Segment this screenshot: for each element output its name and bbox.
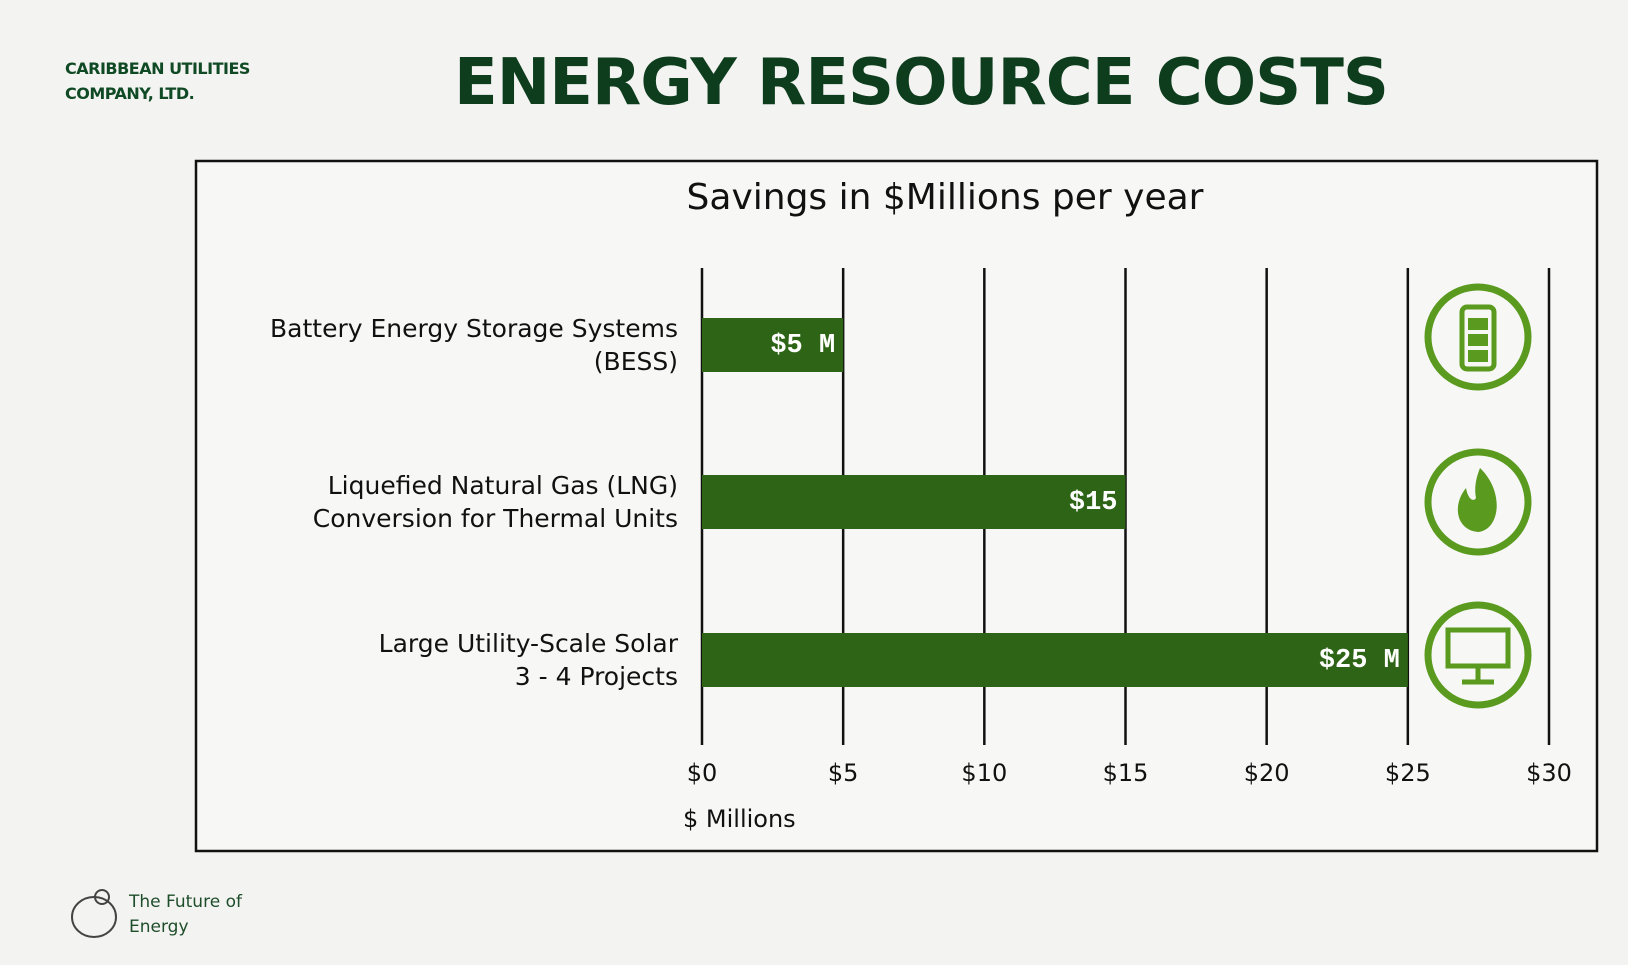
- company-name: CARIBBEAN UTILITIES COMPANY, LTD.: [65, 59, 250, 103]
- logo-shape: [94, 889, 110, 905]
- plot: $0 $5 $10 $15 $20 $25 $30 $5 M $15 $25 M: [687, 268, 1572, 787]
- value-label: $15: [1069, 488, 1118, 518]
- footer-tagline: The Future of Energy: [129, 892, 242, 937]
- value-label: $25 M: [1319, 646, 1400, 676]
- bar: [702, 318, 844, 372]
- x-axis-label: $ Millions: [683, 805, 796, 833]
- logo: [71, 889, 117, 938]
- bar: [702, 475, 1126, 529]
- category-label: Liquefied Natural Gas (LNG) Conversion f…: [312, 471, 678, 533]
- battery-cell: [1468, 318, 1488, 330]
- icons: [1424, 283, 1532, 709]
- logo-shape: [71, 896, 117, 938]
- x-tick-label: $25: [1385, 759, 1431, 787]
- x-tick-label: $30: [1526, 759, 1572, 787]
- chart-title: Savings in $Millions per year: [687, 177, 1204, 218]
- value-label: $5 M: [770, 331, 835, 361]
- icon-fill: [1457, 318, 1497, 532]
- flame-icon: [1424, 448, 1532, 556]
- x-tick-label: $20: [1244, 759, 1290, 787]
- x-tick-label: $10: [961, 759, 1007, 787]
- x-tick-label: $15: [1103, 759, 1149, 787]
- category-label: Battery Energy Storage Systems (BESS): [270, 314, 678, 376]
- battery-cell: [1468, 350, 1488, 362]
- flame: [1457, 468, 1497, 532]
- x-tick-label: $0: [687, 759, 718, 787]
- battery-icon: [1424, 283, 1532, 391]
- battery-icon: [1459, 304, 1497, 372]
- category-label: Large Utility-Scale Solar 3 - 4 Projects: [378, 629, 678, 691]
- page-title: ENERGY RESOURCE COSTS: [454, 46, 1389, 120]
- solar-icon: [1424, 601, 1532, 709]
- x-tick-label: $5: [828, 759, 859, 787]
- battery-cell: [1468, 334, 1488, 346]
- bar: [702, 633, 1408, 687]
